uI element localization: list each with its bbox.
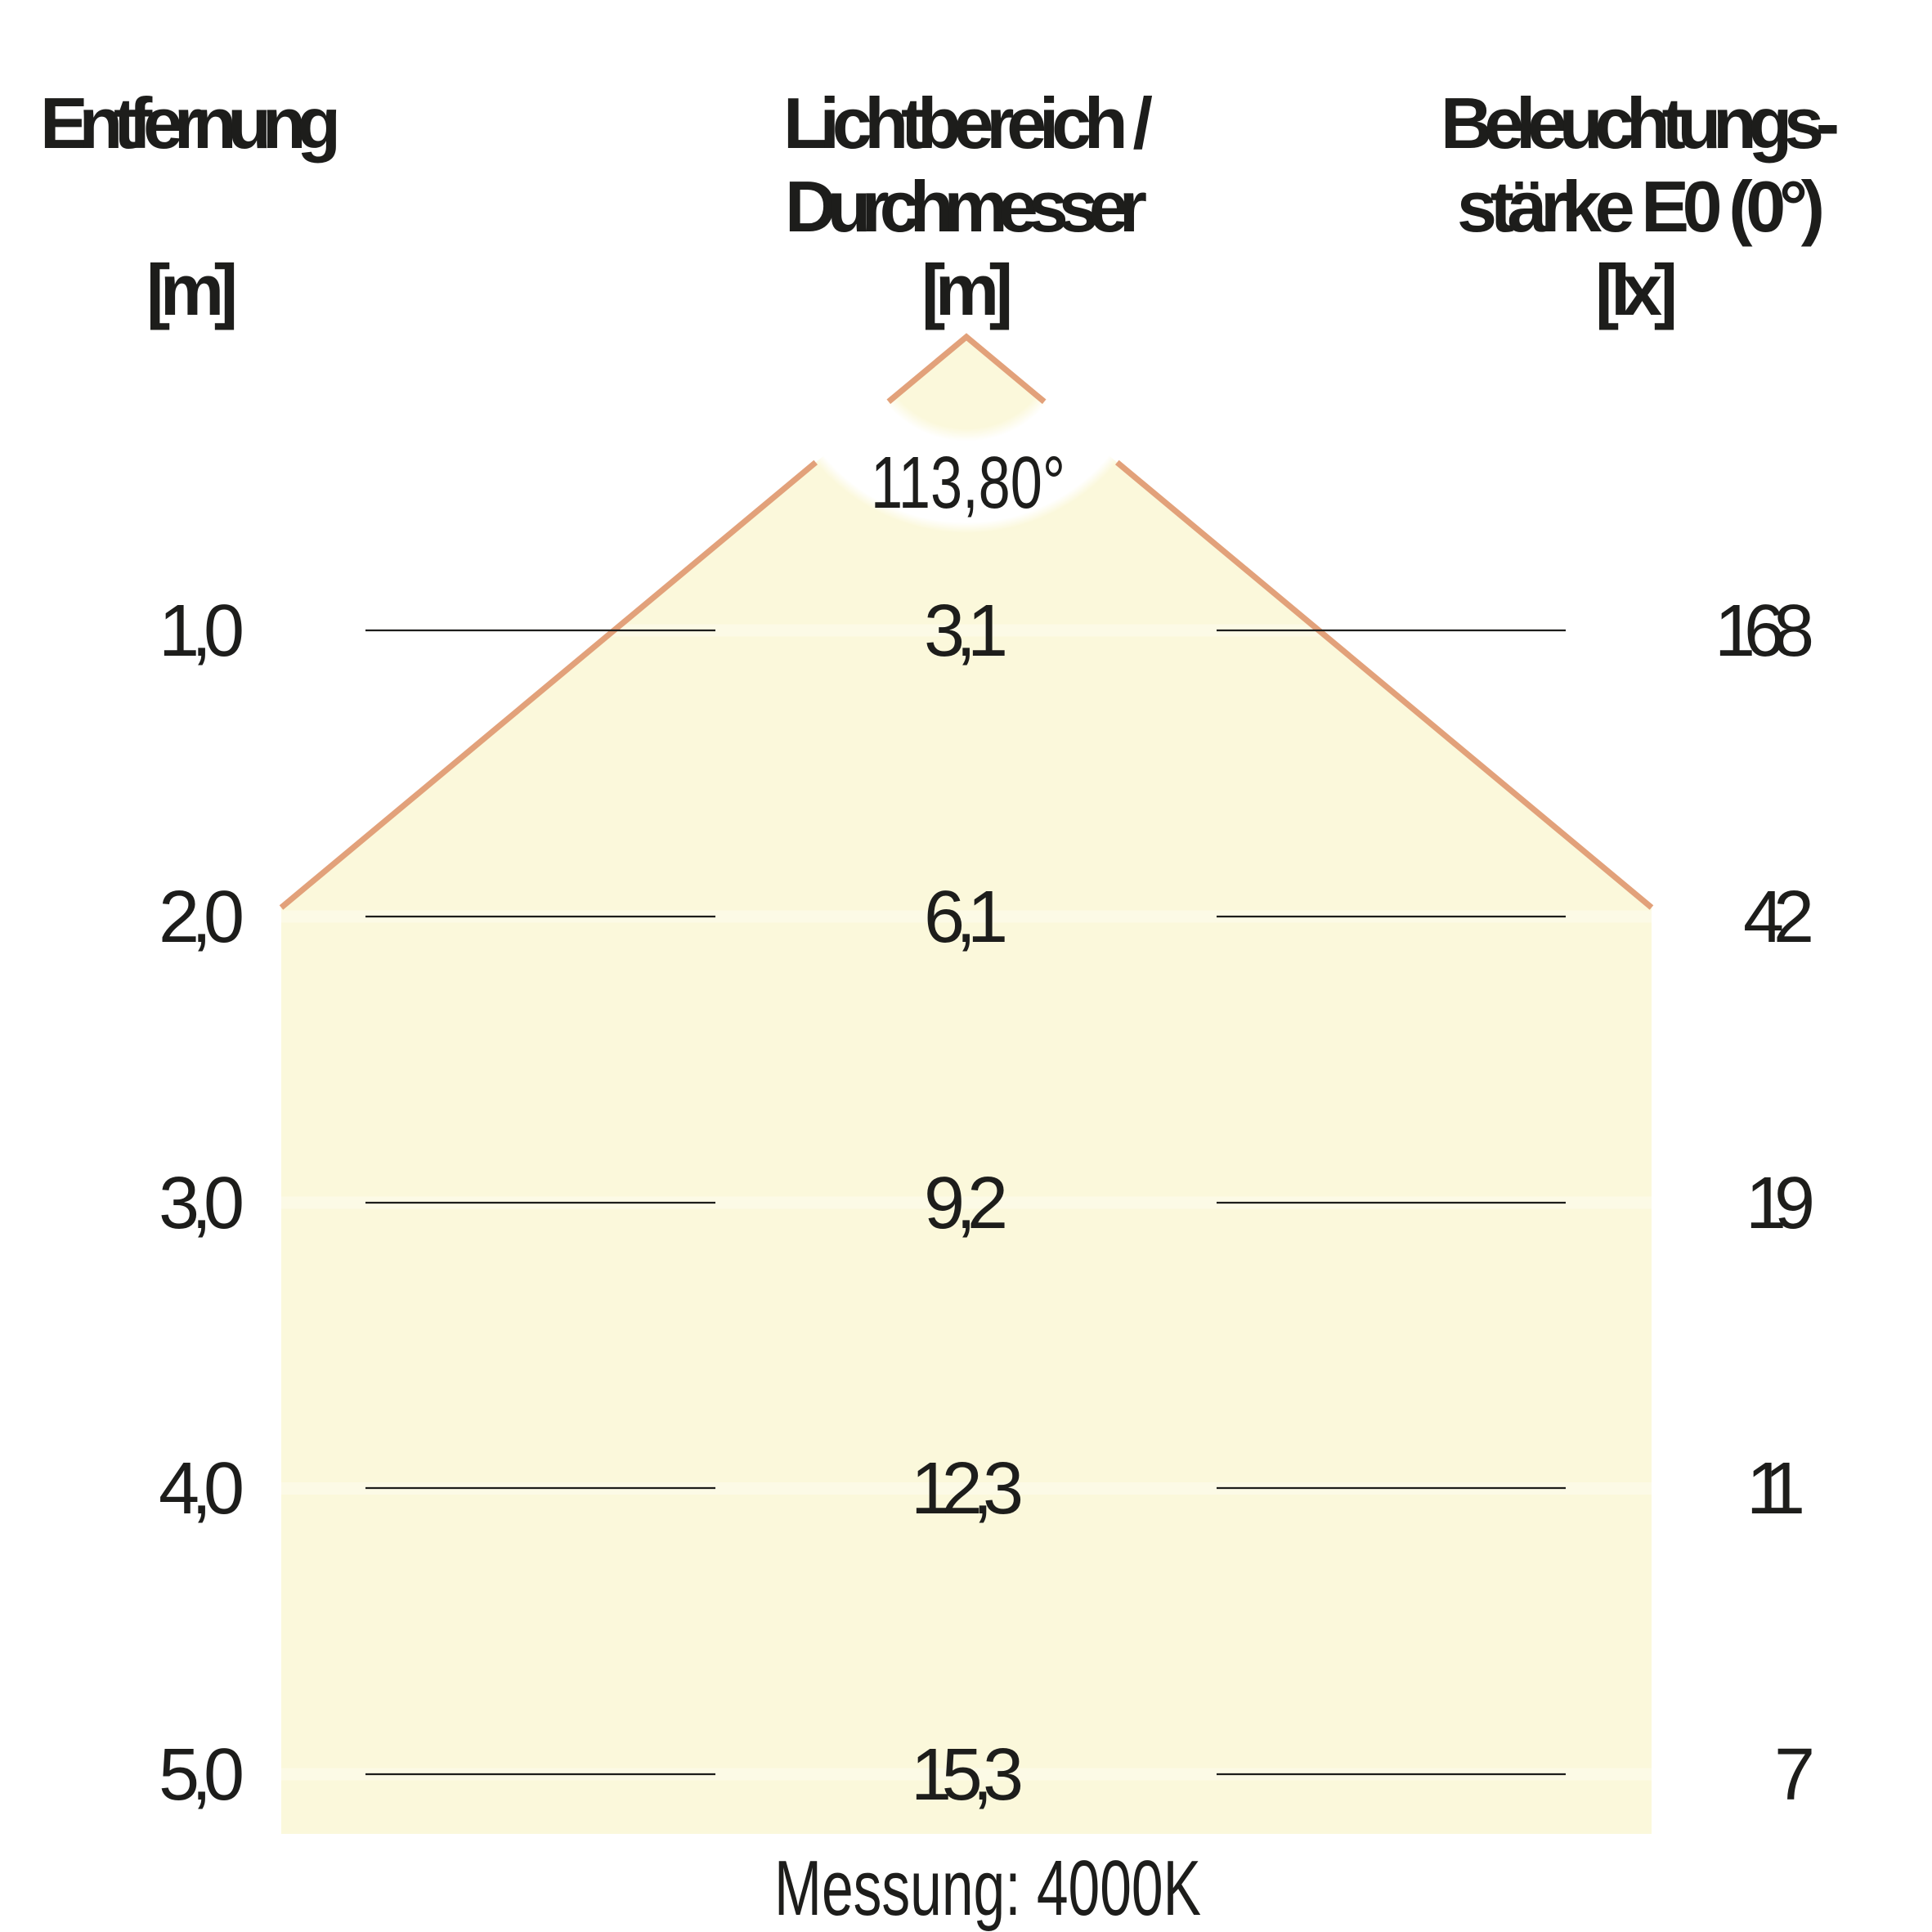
svg-text:3,1: 3,1	[924, 590, 1008, 672]
svg-text:6,1: 6,1	[924, 876, 1008, 958]
svg-text:Lichtbereich /: Lichtbereich /	[783, 83, 1153, 164]
svg-text:19: 19	[1746, 1163, 1815, 1244]
svg-text:1,0: 1,0	[159, 590, 244, 672]
svg-text:168: 168	[1715, 590, 1814, 672]
svg-text:9,2: 9,2	[924, 1163, 1008, 1244]
svg-text:Entfernung: Entfernung	[40, 83, 341, 164]
svg-text:113,80°: 113,80°	[871, 442, 1065, 524]
svg-text:12,3: 12,3	[911, 1448, 1024, 1530]
svg-text:42: 42	[1743, 876, 1814, 958]
svg-text:stärke E0 (0°): stärke E0 (0°)	[1457, 166, 1825, 247]
svg-text:15,3: 15,3	[911, 1734, 1024, 1816]
svg-text:3,0: 3,0	[159, 1163, 244, 1244]
svg-text:[lx]: [lx]	[1595, 249, 1678, 330]
svg-text:5,0: 5,0	[159, 1734, 244, 1816]
svg-text:11: 11	[1746, 1448, 1805, 1530]
svg-text:[m]: [m]	[921, 249, 1013, 330]
svg-text:Beleuchtungs-: Beleuchtungs-	[1441, 83, 1840, 164]
svg-text:4,0: 4,0	[159, 1448, 244, 1530]
svg-text:7: 7	[1774, 1734, 1815, 1816]
svg-text:[m]: [m]	[146, 249, 238, 330]
svg-text:Durchmesser: Durchmesser	[785, 166, 1147, 247]
svg-text:2,0: 2,0	[159, 876, 244, 958]
svg-text:Messung: 4000K: Messung: 4000K	[774, 1845, 1201, 1932]
